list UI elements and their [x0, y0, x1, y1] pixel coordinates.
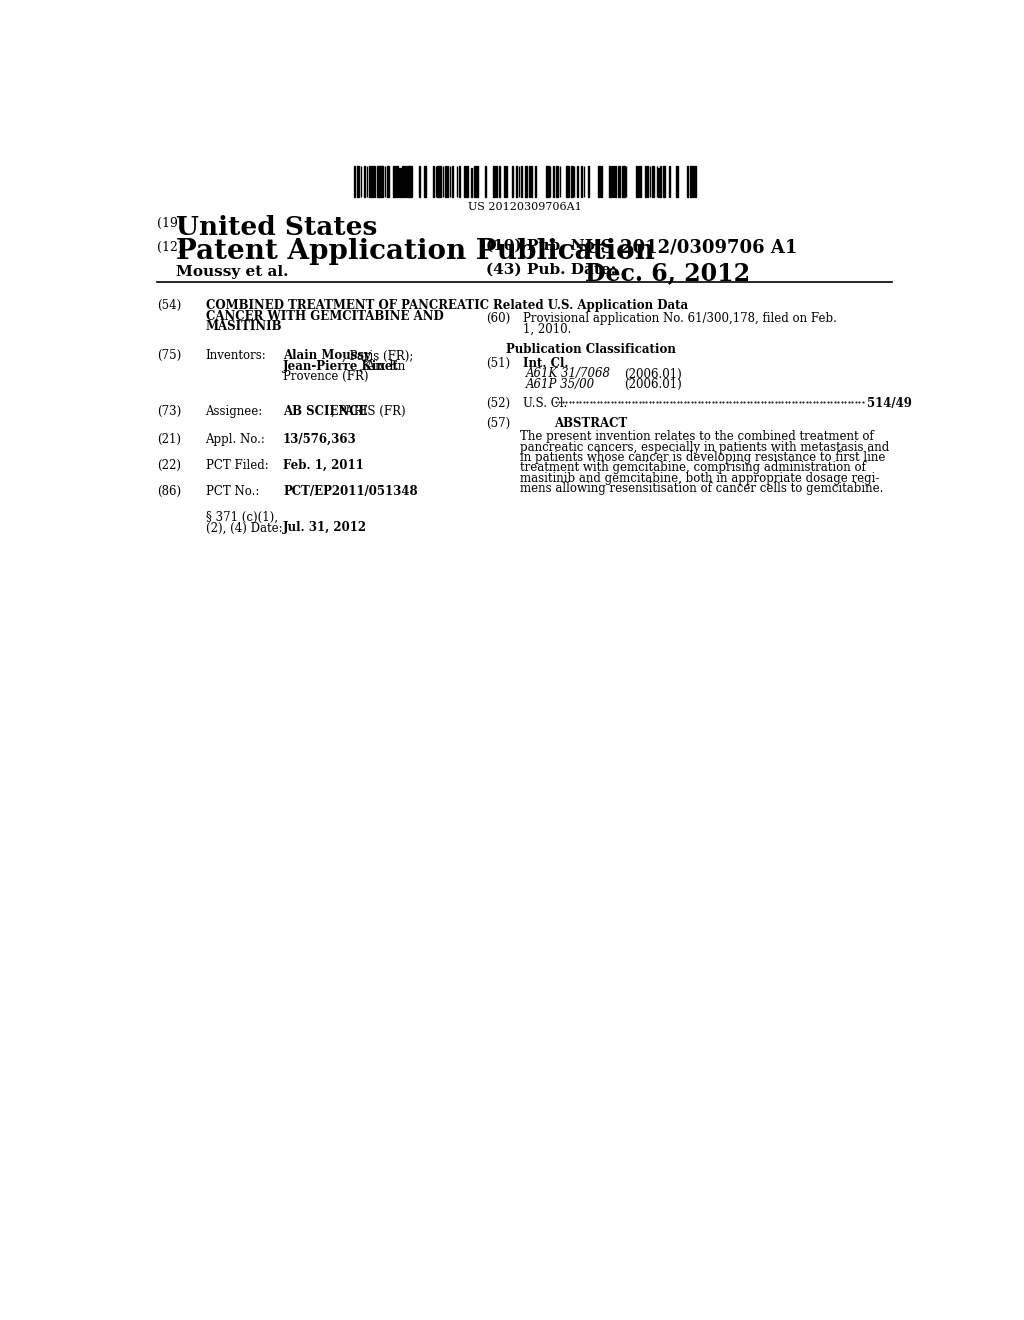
Bar	[556, 166, 558, 197]
Bar	[598, 166, 600, 197]
Text: (21): (21)	[158, 433, 181, 446]
Bar	[378, 166, 381, 197]
Text: Dec. 6, 2012: Dec. 6, 2012	[586, 261, 751, 285]
Text: ABSTRACT: ABSTRACT	[554, 417, 628, 430]
Text: Alain Moussy: Alain Moussy	[283, 350, 371, 363]
Bar	[396, 166, 397, 197]
Text: treatment with gemcitabine, comprising administration of: treatment with gemcitabine, comprising a…	[520, 462, 866, 474]
Text: 13/576,363: 13/576,363	[283, 433, 356, 446]
Text: Publication Classification: Publication Classification	[506, 343, 676, 356]
Text: (22): (22)	[158, 459, 181, 471]
Text: Moussy et al.: Moussy et al.	[176, 264, 289, 279]
Text: (12): (12)	[158, 240, 183, 253]
Text: PCT No.:: PCT No.:	[206, 484, 259, 498]
Text: (54): (54)	[158, 300, 181, 313]
Bar	[474, 166, 475, 197]
Text: U.S. Cl.: U.S. Cl.	[523, 397, 567, 411]
Text: Appl. No.:: Appl. No.:	[206, 433, 265, 446]
Text: § 371 (c)(1),: § 371 (c)(1),	[206, 511, 278, 524]
Bar	[381, 166, 383, 197]
Bar	[567, 166, 569, 197]
Text: Feb. 1, 2011: Feb. 1, 2011	[283, 459, 364, 471]
Bar	[371, 166, 373, 197]
Text: CANCER WITH GEMCITABINE AND: CANCER WITH GEMCITABINE AND	[206, 310, 443, 322]
Text: Jean-Pierre Kinet: Jean-Pierre Kinet	[283, 360, 399, 372]
Text: mens allowing resensitisation of cancer cells to gemcitabine.: mens allowing resensitisation of cancer …	[520, 482, 884, 495]
Text: US 2012/0309706 A1: US 2012/0309706 A1	[586, 239, 798, 256]
Text: (43) Pub. Date:: (43) Pub. Date:	[486, 263, 616, 277]
Bar	[623, 166, 625, 197]
Text: The present invention relates to the combined treatment of: The present invention relates to the com…	[520, 430, 873, 444]
Text: Provisional application No. 61/300,178, filed on Feb.: Provisional application No. 61/300,178, …	[523, 313, 838, 326]
Text: (60): (60)	[486, 313, 510, 326]
Text: (52): (52)	[486, 397, 510, 411]
Bar	[393, 166, 395, 197]
Text: Related U.S. Application Data: Related U.S. Application Data	[494, 300, 688, 313]
Text: (57): (57)	[486, 417, 510, 430]
Text: (51): (51)	[486, 358, 510, 370]
Bar	[407, 166, 409, 197]
Text: Assignee:: Assignee:	[206, 405, 263, 418]
Text: A61K 31/7068: A61K 31/7068	[526, 367, 611, 380]
Text: (75): (75)	[158, 350, 181, 363]
Text: (73): (73)	[158, 405, 181, 418]
Bar	[547, 166, 549, 197]
Text: pancreatic cancers, especially in patients with metastasis and: pancreatic cancers, especially in patien…	[520, 441, 890, 454]
Text: (19): (19)	[158, 216, 183, 230]
Bar	[524, 166, 527, 197]
Text: (2006.01): (2006.01)	[624, 367, 682, 380]
Bar	[476, 166, 477, 197]
Text: Int. Cl.: Int. Cl.	[523, 358, 568, 370]
Bar	[493, 166, 495, 197]
Text: , PARIS (FR): , PARIS (FR)	[331, 405, 406, 418]
Text: MASITINIB: MASITINIB	[206, 321, 282, 333]
Text: 514/49: 514/49	[867, 397, 912, 411]
Text: AB SCIENCE: AB SCIENCE	[283, 405, 368, 418]
Text: (10) Pub. No.:: (10) Pub. No.:	[486, 239, 605, 252]
Text: (2006.01): (2006.01)	[624, 378, 682, 391]
Text: COMBINED TREATMENT OF PANCREATIC: COMBINED TREATMENT OF PANCREATIC	[206, 300, 488, 313]
Text: , Aix En: , Aix En	[359, 360, 406, 372]
Bar	[410, 166, 412, 197]
Text: (86): (86)	[158, 484, 181, 498]
Text: A61P 35/00: A61P 35/00	[526, 378, 596, 391]
Text: US 20120309706A1: US 20120309706A1	[468, 202, 582, 213]
Text: Inventors:: Inventors:	[206, 350, 266, 363]
Bar	[419, 166, 420, 197]
Bar	[399, 168, 400, 197]
Bar	[401, 166, 403, 197]
Bar	[424, 166, 426, 197]
Text: PCT/EP2011/051348: PCT/EP2011/051348	[283, 484, 418, 498]
Text: , Paris (FR);: , Paris (FR);	[342, 350, 414, 363]
Bar	[356, 166, 359, 197]
Bar	[437, 166, 439, 197]
Text: United States: United States	[176, 215, 378, 240]
Text: 1, 2010.: 1, 2010.	[523, 323, 571, 335]
Text: in patients whose cancer is developing resistance to first line: in patients whose cancer is developing r…	[520, 451, 886, 465]
Bar	[570, 166, 572, 197]
Bar	[652, 166, 654, 197]
Text: PCT Filed:: PCT Filed:	[206, 459, 268, 471]
Text: Provence (FR): Provence (FR)	[283, 370, 369, 383]
Text: Patent Application Publication: Patent Application Publication	[176, 239, 655, 265]
Bar	[466, 166, 468, 197]
Text: (2), (4) Date:: (2), (4) Date:	[206, 521, 283, 535]
Text: Jul. 31, 2012: Jul. 31, 2012	[283, 521, 368, 535]
Text: masitinib and gemcitabine, both in appropriate dosage regi-: masitinib and gemcitabine, both in appro…	[520, 471, 880, 484]
Bar	[528, 166, 530, 197]
